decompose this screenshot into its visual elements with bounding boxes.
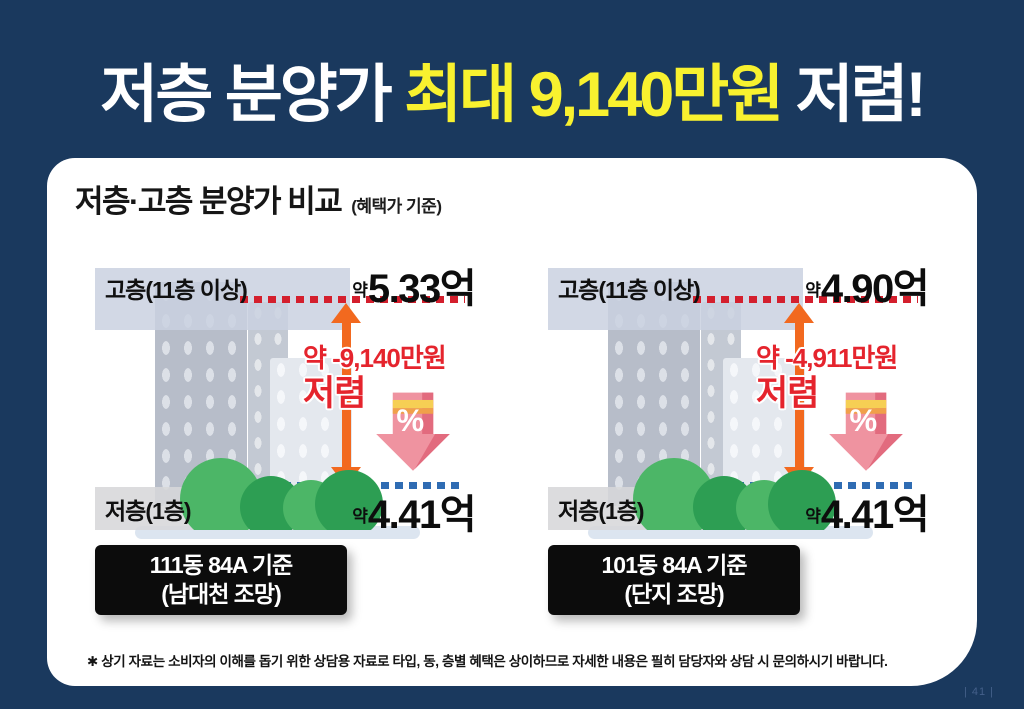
discount-percent-arrow-icon: % — [376, 392, 450, 471]
high-floor-label: 고층(11층 이상) — [105, 277, 248, 303]
svg-text:%: % — [396, 403, 424, 438]
discount-word: 저렴 — [756, 373, 819, 413]
comparison-card: 저층·고층 분양가 비교 (혜택가 기준) 고층(11층 이상) 저층(1층) … — [47, 158, 977, 686]
high-floor-price: 약5.33억 — [325, 256, 477, 314]
high-floor-label: 고층(11층 이상) — [558, 277, 701, 303]
unit-caption-line2: (남대천 조망) — [161, 581, 282, 607]
card-title: 저층·고층 분양가 비교 — [75, 184, 343, 219]
unit-caption-box: 111동 84A 기준 (남대천 조망) — [95, 545, 347, 615]
disclaimer-footnote: ✱ 상기 자료는 소비자의 이해를 돕기 위한 상담용 자료로 타입, 동, 층… — [87, 654, 888, 669]
svg-text:%: % — [849, 403, 877, 438]
card-title-note: (혜택가 기준) — [351, 197, 442, 216]
card-title-row: 저층·고층 분양가 비교 (혜택가 기준) — [75, 176, 442, 221]
unit-caption-line1: 101동 84A 기준 — [601, 552, 748, 579]
bush — [768, 470, 836, 530]
discount-percent-arrow-icon: % — [829, 392, 903, 471]
unit-caption-box: 101동 84A 기준 (단지 조망) — [548, 545, 800, 615]
headline-highlight: 최대 9,140만원 — [404, 60, 784, 130]
low-floor-price: 약4.41억 — [325, 482, 477, 540]
low-floor-label: 저층(1층) — [105, 498, 192, 524]
discount-word: 저렴 — [303, 373, 366, 413]
discount-amount: 약 -4,911만원 — [756, 343, 898, 373]
low-floor-price: 약4.41억 — [778, 482, 930, 540]
discount-amount: 약 -9,140만원 — [303, 343, 447, 373]
arrow-shaft — [794, 316, 804, 474]
high-floor-price: 약4.90억 — [778, 256, 930, 314]
comparison-right: 고층(11층 이상) 저층(1층) 약4.90억 약4.41억 약 -4,911… — [548, 258, 968, 709]
price-approx-prefix: 약 — [352, 507, 368, 526]
headline: 저층 분양가 최대 9,140만원 저렴! — [0, 44, 1024, 135]
price-approx-prefix: 약 — [352, 281, 368, 300]
headline-prefix: 저층 분양가 — [100, 60, 405, 130]
unit-caption-line1: 111동 84A 기준 — [149, 552, 293, 579]
arrow-head-up-icon — [331, 303, 361, 323]
price-value: 4.41억 — [820, 493, 930, 537]
price-value: 4.41억 — [367, 493, 477, 537]
unit-caption-line2: (단지 조망) — [624, 581, 724, 607]
discount-callout: 약 -4,911만원 저렴 — [756, 343, 898, 414]
price-approx-prefix: 약 — [805, 281, 821, 300]
arrow-head-up-icon — [784, 303, 814, 323]
arrow-shaft — [341, 316, 351, 474]
price-value: 4.90억 — [820, 267, 930, 311]
price-value: 5.33억 — [367, 267, 477, 311]
bushes — [180, 448, 408, 530]
price-approx-prefix: 약 — [805, 507, 821, 526]
discount-callout: 약 -9,140만원 저렴 — [303, 343, 447, 414]
comparison-left: 고층(11층 이상) 저층(1층) 약5.33억 약4.41억 약 -9,140… — [95, 258, 515, 709]
page-number: | 41 | — [963, 686, 994, 698]
bush — [315, 470, 383, 530]
high-price-dotted-line — [240, 296, 465, 303]
bushes — [633, 448, 861, 530]
low-floor-label: 저층(1층) — [558, 498, 645, 524]
high-price-dotted-line — [693, 296, 918, 303]
headline-suffix: 저렴! — [781, 60, 927, 130]
